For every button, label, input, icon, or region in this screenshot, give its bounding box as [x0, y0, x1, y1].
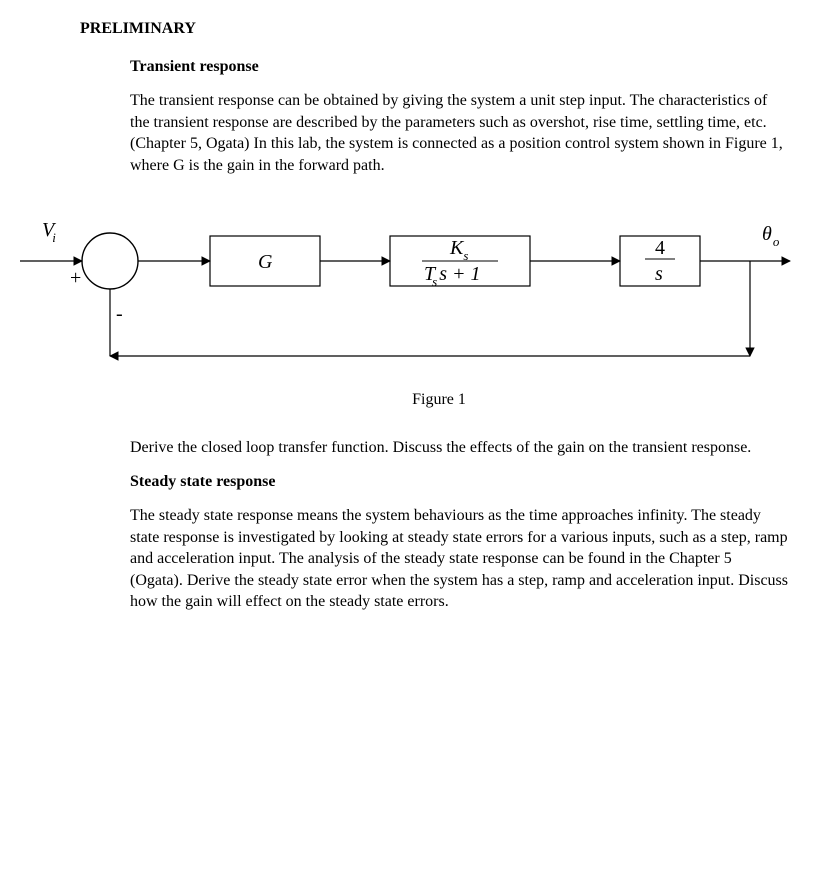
paragraph-steady-state: The steady state response means the syst…: [130, 505, 788, 613]
page: PRELIMINARY Transient response The trans…: [0, 0, 828, 870]
heading-preliminary: PRELIMINARY: [80, 20, 798, 38]
paragraph-transient: The transient response can be obtained b…: [130, 90, 788, 176]
figure-caption: Figure 1: [80, 391, 798, 409]
heading-steady-state: Steady state response: [130, 473, 788, 491]
paragraph-derive: Derive the closed loop transfer function…: [130, 437, 788, 459]
sum-minus-label: -: [116, 303, 123, 325]
block-gain-G-label: G: [258, 251, 273, 273]
block-integrator-num: 4: [655, 237, 665, 259]
block-plant-den: Tss + 1: [424, 263, 480, 289]
summing-junction: [82, 233, 138, 289]
section-transient-derive: Derive the closed loop transfer function…: [130, 437, 788, 613]
heading-transient: Transient response: [130, 58, 788, 76]
block-diagram: Vi + - G Ks Tss + 1 4: [10, 206, 800, 376]
output-label: θo: [762, 223, 780, 249]
block-integrator-den: s: [655, 263, 663, 285]
section-transient: Transient response The transient respons…: [130, 58, 788, 176]
input-label: Vi: [42, 219, 57, 245]
block-plant-num: Ks: [449, 237, 468, 263]
sum-plus-label: +: [70, 267, 81, 289]
